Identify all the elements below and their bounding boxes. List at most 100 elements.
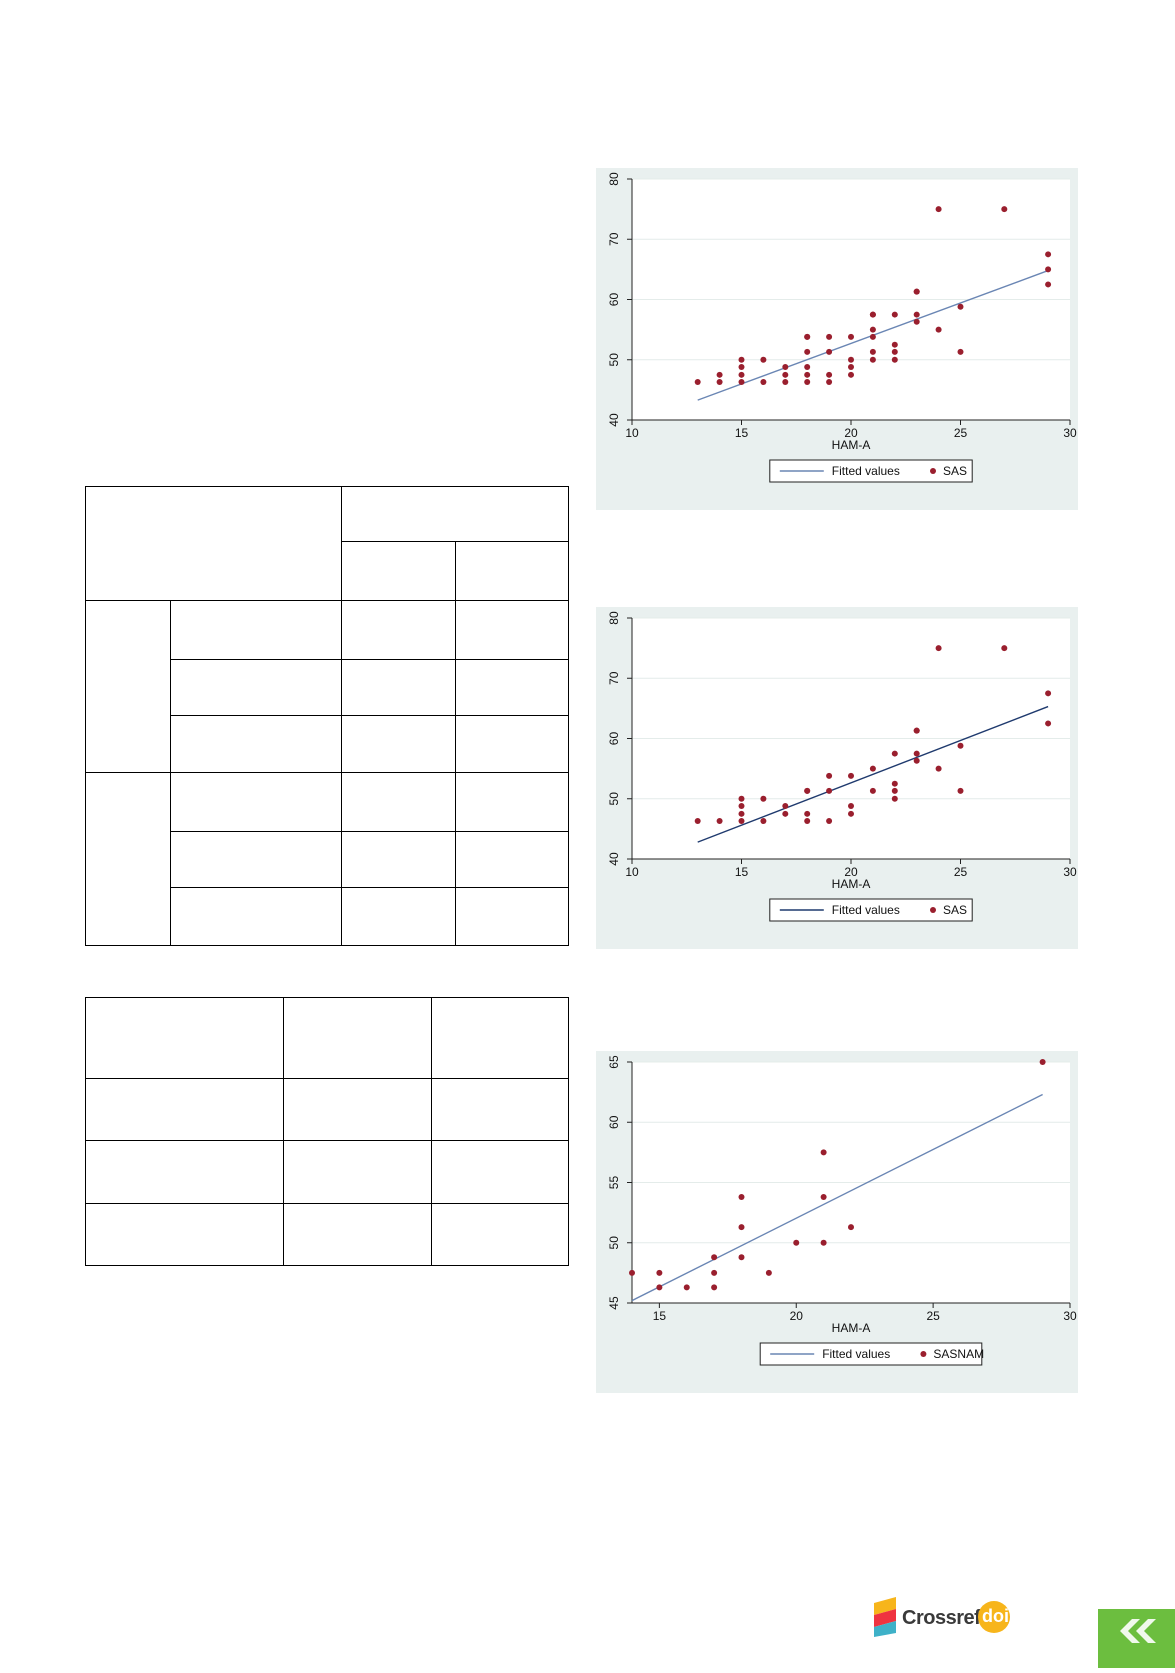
data-point xyxy=(760,379,767,386)
table-cell xyxy=(431,1140,569,1204)
data-point xyxy=(935,326,942,333)
doi-badge: doi xyxy=(978,1601,1010,1633)
y-tick-label: 65 xyxy=(607,1055,621,1069)
y-tick-label: 40 xyxy=(607,413,621,427)
data-point xyxy=(820,1149,827,1156)
y-tick-label: 50 xyxy=(607,792,621,806)
data-point xyxy=(711,1284,718,1291)
data-point xyxy=(694,818,701,825)
data-point xyxy=(738,363,745,370)
data-point xyxy=(820,1193,827,1200)
data-point xyxy=(1045,281,1052,288)
crossref-logo[interactable]: Crossref doi xyxy=(872,1597,1012,1637)
data-point xyxy=(694,379,701,386)
data-point xyxy=(848,772,854,779)
double-chevron-left-icon xyxy=(1120,1619,1156,1643)
x-tick-label: 30 xyxy=(1063,1309,1077,1323)
data-point xyxy=(848,356,854,363)
chart-3-svg: 45 50 55 60 65 15 20 25 30 HAM-A Fitted values SASN… xyxy=(607,1055,1077,1366)
table-cell xyxy=(170,772,342,832)
table-cell xyxy=(341,772,456,832)
data-point xyxy=(913,750,920,757)
table-cell xyxy=(85,600,171,773)
previous-page-button[interactable] xyxy=(1098,1609,1175,1668)
data-point xyxy=(848,363,854,370)
legend-marker-swatch xyxy=(920,1351,927,1357)
data-point xyxy=(1001,645,1008,652)
table-cell xyxy=(341,715,456,773)
y-tick-label: 40 xyxy=(607,852,621,866)
legend-marker-swatch xyxy=(930,907,936,913)
table-cell xyxy=(455,541,569,601)
doi-label: doi xyxy=(982,1606,1009,1626)
data-point xyxy=(913,727,920,734)
table-cell xyxy=(341,541,456,601)
table-cell xyxy=(341,486,569,542)
data-point xyxy=(760,818,767,825)
data-point xyxy=(629,1269,635,1276)
data-point xyxy=(957,742,964,749)
data-point xyxy=(891,341,898,348)
legend-box xyxy=(759,1342,983,1366)
data-point xyxy=(683,1284,690,1291)
data-point xyxy=(891,787,898,794)
x-tick-label: 20 xyxy=(844,865,858,879)
data-point xyxy=(869,765,876,772)
data-point xyxy=(869,348,876,355)
table-cell xyxy=(283,1203,432,1266)
scatter-chart-3: 45 50 55 60 65 15 20 25 30 HAM-A Fitted values SASN… xyxy=(596,1051,1078,1393)
chart-2-svg: 40 50 60 70 80 10 15 20 25 30 HAM-A Fitted values SA… xyxy=(607,611,1077,922)
x-tick-label: 10 xyxy=(625,865,639,879)
table-cell xyxy=(455,772,569,832)
y-tick-label: 70 xyxy=(607,671,621,685)
data-point xyxy=(869,787,876,794)
data-point xyxy=(869,326,876,333)
y-tick-label: 50 xyxy=(607,353,621,367)
crossref-logo-icon xyxy=(874,1597,896,1637)
scatter-chart-2: 40 50 60 70 80 10 15 20 25 30 HAM-A Fitted values SA… xyxy=(596,607,1078,949)
data-point xyxy=(804,363,811,370)
scatter-chart-1: 40 50 60 70 80 10 15 20 25 30 HAM-A Fitted values SA… xyxy=(596,168,1078,510)
y-tick-label: 80 xyxy=(607,611,621,625)
x-tick-label: 20 xyxy=(844,426,858,440)
data-point xyxy=(891,795,898,802)
y-tick-label: 60 xyxy=(607,1115,621,1129)
data-point xyxy=(738,379,745,386)
data-point xyxy=(891,348,898,355)
data-point xyxy=(826,379,833,386)
table-cell xyxy=(170,831,342,888)
legend-label-fitted: Fitted values xyxy=(832,903,900,917)
x-tick-label: 10 xyxy=(625,426,639,440)
crossref-wordmark: Crossref xyxy=(902,1607,981,1629)
data-point xyxy=(935,645,942,652)
table-cell xyxy=(455,600,569,660)
y-tick-label: 60 xyxy=(607,732,621,746)
data-point xyxy=(738,371,745,378)
data-point xyxy=(1045,266,1052,273)
data-point xyxy=(804,348,811,355)
fitted-line xyxy=(631,1093,1043,1302)
table-cell xyxy=(170,659,342,716)
data-point xyxy=(782,379,789,386)
data-point xyxy=(804,787,811,794)
table-cell xyxy=(85,1078,284,1141)
data-point xyxy=(820,1239,827,1246)
data-point xyxy=(804,379,811,386)
data-point xyxy=(793,1239,800,1246)
x-tick-label: 15 xyxy=(653,1309,667,1323)
data-point xyxy=(656,1284,663,1291)
table-cell xyxy=(455,715,569,773)
x-axis-title: HAM-A xyxy=(832,438,871,452)
data-point xyxy=(716,371,723,378)
table-cell xyxy=(85,1203,284,1266)
fitted-line xyxy=(697,705,1049,843)
data-point xyxy=(826,333,833,340)
x-axis-title: HAM-A xyxy=(832,1321,871,1335)
data-point xyxy=(804,371,811,378)
data-point xyxy=(738,1193,745,1200)
data-point xyxy=(656,1269,663,1276)
data-point xyxy=(848,371,854,378)
data-point xyxy=(891,780,898,787)
x-tick-label: 25 xyxy=(926,1309,940,1323)
table-cell xyxy=(85,997,284,1079)
